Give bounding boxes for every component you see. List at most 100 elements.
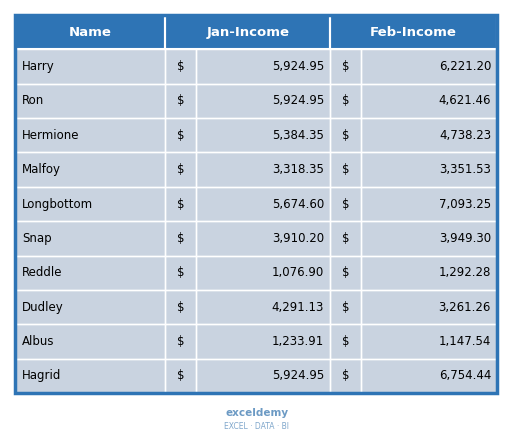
Bar [166, 359, 196, 393]
Bar [15, 256, 166, 290]
Text: Malfoy: Malfoy [22, 163, 61, 176]
Bar [330, 187, 361, 221]
Bar [330, 15, 497, 50]
Bar [361, 84, 497, 118]
Bar [330, 324, 361, 359]
Text: $: $ [177, 129, 185, 142]
Bar [166, 290, 196, 324]
Text: Dudley: Dudley [22, 301, 64, 314]
Text: $: $ [342, 301, 350, 314]
Text: Longbottom: Longbottom [22, 198, 93, 211]
Bar [361, 324, 497, 359]
Bar [15, 290, 166, 324]
Text: Hagrid: Hagrid [22, 369, 61, 382]
Text: 3,949.30: 3,949.30 [439, 232, 491, 245]
Text: $: $ [177, 232, 185, 245]
Bar [166, 15, 330, 50]
Text: Hermione: Hermione [22, 129, 80, 142]
Bar [330, 118, 361, 153]
Bar [361, 221, 497, 256]
Text: $: $ [342, 60, 350, 73]
Bar [330, 118, 361, 153]
Bar [361, 324, 497, 359]
Bar [15, 256, 166, 290]
Bar [196, 187, 330, 221]
Text: $: $ [342, 129, 350, 142]
Bar [196, 290, 330, 324]
Text: 6,754.44: 6,754.44 [438, 369, 491, 382]
Bar [196, 84, 330, 118]
Text: 4,291.13: 4,291.13 [272, 301, 324, 314]
Bar [330, 290, 361, 324]
Bar [166, 256, 196, 290]
Bar [196, 118, 330, 153]
Bar [361, 359, 497, 393]
Bar [15, 324, 166, 359]
Bar [361, 50, 497, 84]
Bar [361, 118, 497, 153]
Bar [196, 221, 330, 256]
Bar [330, 290, 361, 324]
Bar [166, 153, 196, 187]
Bar [361, 187, 497, 221]
Text: 3,261.26: 3,261.26 [438, 301, 491, 314]
Text: 7,093.25: 7,093.25 [439, 198, 491, 211]
Bar [330, 84, 361, 118]
Bar [15, 50, 166, 84]
Bar [361, 256, 497, 290]
Bar [166, 15, 330, 50]
Bar [166, 256, 196, 290]
Bar [166, 359, 196, 393]
Text: 5,924.95: 5,924.95 [272, 369, 324, 382]
Text: Snap: Snap [22, 232, 51, 245]
Text: Jan-Income: Jan-Income [206, 26, 289, 39]
Bar [330, 84, 361, 118]
Text: Name: Name [69, 26, 112, 39]
Text: EXCEL · DATA · BI: EXCEL · DATA · BI [225, 421, 289, 431]
Bar [196, 324, 330, 359]
Bar [15, 84, 166, 118]
Bar [166, 221, 196, 256]
Bar [330, 15, 497, 50]
Bar [166, 50, 196, 84]
Bar [166, 118, 196, 153]
Bar [166, 50, 196, 84]
Bar [361, 84, 497, 118]
Bar [166, 324, 196, 359]
Text: 3,351.53: 3,351.53 [439, 163, 491, 176]
Bar [15, 324, 166, 359]
Bar [361, 187, 497, 221]
Text: $: $ [342, 266, 350, 279]
Bar [15, 359, 166, 393]
Bar [166, 84, 196, 118]
Bar [15, 153, 166, 187]
Text: Harry: Harry [22, 60, 55, 73]
Text: $: $ [342, 369, 350, 382]
Bar [166, 221, 196, 256]
Bar [361, 153, 497, 187]
Text: 4,621.46: 4,621.46 [438, 95, 491, 107]
Text: $: $ [177, 369, 185, 382]
Bar [361, 359, 497, 393]
Text: 1,292.28: 1,292.28 [438, 266, 491, 279]
Text: $: $ [177, 198, 185, 211]
Bar [330, 187, 361, 221]
Bar [196, 153, 330, 187]
Text: Reddle: Reddle [22, 266, 63, 279]
Text: $: $ [342, 95, 350, 107]
Bar [196, 153, 330, 187]
Bar [330, 153, 361, 187]
Bar [15, 50, 166, 84]
Bar [330, 221, 361, 256]
Bar [196, 118, 330, 153]
Bar [196, 221, 330, 256]
Text: 1,076.90: 1,076.90 [272, 266, 324, 279]
Text: 5,384.35: 5,384.35 [272, 129, 324, 142]
Bar [15, 118, 166, 153]
Bar [15, 359, 166, 393]
Text: $: $ [342, 163, 350, 176]
Bar [166, 84, 196, 118]
Bar [15, 290, 166, 324]
Bar [196, 256, 330, 290]
Text: $: $ [177, 301, 185, 314]
